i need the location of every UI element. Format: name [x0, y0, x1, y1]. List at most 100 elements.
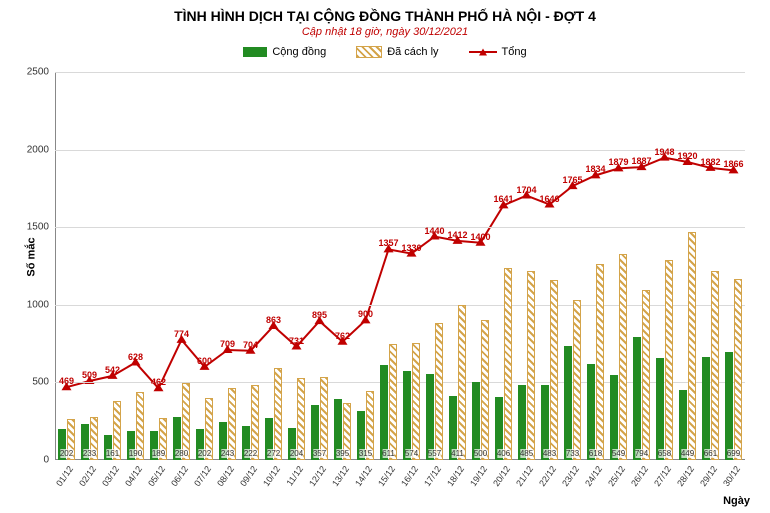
total-value-label: 1866: [723, 159, 743, 169]
community-value-label: 315: [359, 449, 372, 458]
bar-isolated: [527, 271, 535, 460]
x-tick-label: 01/12: [54, 464, 75, 488]
community-value-label: 699: [727, 449, 740, 458]
total-value-label: 1704: [516, 185, 536, 195]
community-value-label: 658: [658, 449, 671, 458]
bar-group: [472, 320, 488, 460]
bar-isolated: [320, 377, 328, 460]
total-value-label: 731: [289, 336, 304, 346]
bar-isolated: [297, 378, 305, 460]
legend-label-community: Cộng đồng: [272, 46, 326, 58]
bar-isolated: [596, 264, 604, 460]
y-tick-label: 0: [43, 455, 49, 466]
community-value-label: 233: [83, 449, 96, 458]
community-value-label: 189: [152, 449, 165, 458]
x-tick-label: 14/12: [353, 464, 374, 488]
x-tick-label: 04/12: [123, 464, 144, 488]
bar-community: [587, 364, 594, 460]
legend-item-isolated: Đã cách ly: [356, 46, 438, 58]
total-value-label: 709: [220, 339, 235, 349]
x-tick-label: 05/12: [146, 464, 167, 488]
x-tick-label: 22/12: [537, 464, 558, 488]
total-value-label: 1879: [608, 157, 628, 167]
bar-isolated: [665, 260, 673, 460]
bar-isolated: [412, 343, 420, 460]
chart-subtitle: Cập nhật 18 giờ, ngày 30/12/2021: [0, 26, 770, 38]
total-value-label: 895: [312, 310, 327, 320]
community-value-label: 557: [428, 449, 441, 458]
bar-group: [518, 271, 534, 460]
total-value-label: 462: [151, 377, 166, 387]
x-tick-label: 06/12: [169, 464, 190, 488]
grid-line: [55, 227, 745, 228]
bar-community: [725, 352, 732, 460]
community-value-label: 483: [543, 449, 556, 458]
total-value-label: 1400: [470, 232, 490, 242]
x-tick-label: 19/12: [468, 464, 489, 488]
x-tick-label: 25/12: [606, 464, 627, 488]
community-value-label: 618: [589, 449, 602, 458]
x-tick-label: 08/12: [215, 464, 236, 488]
grid-line: [55, 72, 745, 73]
x-tick-label: 29/12: [698, 464, 719, 488]
bar-group: [587, 264, 603, 460]
community-value-label: 202: [198, 449, 211, 458]
x-tick-label: 03/12: [100, 464, 121, 488]
bar-community: [702, 357, 709, 460]
bar-group: [656, 260, 672, 460]
total-value-label: 1440: [424, 226, 444, 236]
community-value-label: 357: [313, 449, 326, 458]
community-value-label: 406: [497, 449, 510, 458]
total-value-label: 1330: [401, 243, 421, 253]
total-value-label: 774: [174, 329, 189, 339]
community-value-label: 574: [405, 449, 418, 458]
bar-isolated: [458, 305, 466, 460]
total-value-label: 1882: [700, 157, 720, 167]
y-tick-label: 500: [32, 377, 49, 388]
plot-area: 0500100015002000250001/1220202/1223303/1…: [55, 72, 745, 460]
x-tick-label: 23/12: [560, 464, 581, 488]
bar-group: [702, 271, 718, 460]
total-value-label: 1887: [631, 156, 651, 166]
total-value-label: 1641: [493, 194, 513, 204]
bar-community: [656, 358, 663, 460]
bar-group: [610, 254, 626, 460]
bar-community: [380, 365, 387, 460]
bar-isolated: [734, 279, 742, 460]
community-value-label: 733: [566, 449, 579, 458]
total-value-label: 900: [358, 309, 373, 319]
community-value-label: 395: [336, 449, 349, 458]
bar-group: [679, 232, 695, 460]
legend-item-community: Cộng đồng: [243, 46, 326, 58]
x-tick-label: 02/12: [77, 464, 98, 488]
total-value-label: 1646: [539, 194, 559, 204]
x-tick-label: 16/12: [399, 464, 420, 488]
total-value-label: 509: [82, 370, 97, 380]
community-value-label: 485: [520, 449, 533, 458]
bar-isolated: [274, 368, 282, 460]
y-tick-label: 2000: [27, 144, 49, 155]
community-value-label: 661: [704, 449, 717, 458]
chart-title: TÌNH HÌNH DỊCH TẠI CỘNG ĐỒNG THÀNH PHỐ H…: [0, 0, 770, 24]
community-value-label: 161: [106, 449, 119, 458]
bar-group: [495, 268, 511, 460]
x-tick-label: 07/12: [192, 464, 213, 488]
total-value-label: 1765: [562, 175, 582, 185]
legend-swatch-community: [243, 47, 267, 57]
community-value-label: 243: [221, 449, 234, 458]
total-value-label: 863: [266, 315, 281, 325]
bar-group: [541, 280, 557, 460]
x-tick-label: 09/12: [238, 464, 259, 488]
community-value-label: 222: [244, 449, 257, 458]
y-tick-label: 2500: [27, 67, 49, 78]
chart-container: TÌNH HÌNH DỊCH TẠI CỘNG ĐỒNG THÀNH PHỐ H…: [0, 0, 770, 513]
bar-group: [633, 290, 649, 460]
x-tick-label: 26/12: [629, 464, 650, 488]
bar-isolated: [435, 323, 443, 460]
bar-group: [426, 323, 442, 460]
bar-isolated: [550, 280, 558, 460]
bar-group: [449, 305, 465, 460]
legend-swatch-isolated: [356, 46, 382, 58]
x-tick-label: 17/12: [422, 464, 443, 488]
legend: Cộng đồng Đã cách ly Tổng: [0, 46, 770, 58]
